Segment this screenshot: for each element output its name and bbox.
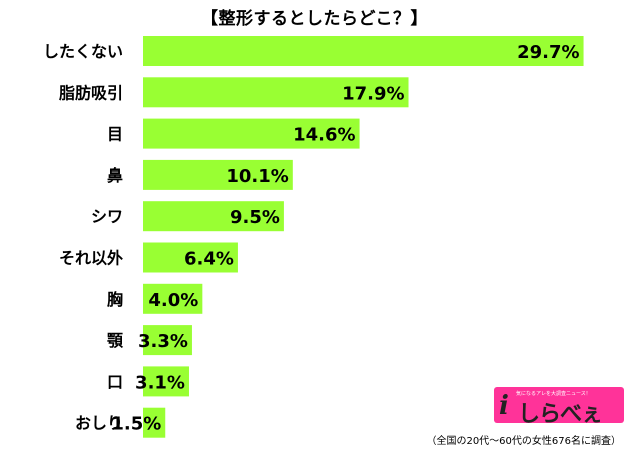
- category-label: したくない: [43, 42, 123, 61]
- value-label: 3.1%: [135, 372, 185, 393]
- category-label: 胸: [107, 290, 123, 309]
- category-label: 口: [107, 372, 123, 391]
- logo-tagline: 気になるアレを大調査ニュース！: [516, 391, 591, 397]
- category-label: 顎: [107, 331, 124, 350]
- bar-5: [143, 201, 284, 232]
- chart-title: 【整形するとしたらどこ？】: [201, 9, 428, 29]
- category-label: 鼻: [107, 166, 123, 185]
- logo-text: しらべぇ: [518, 402, 603, 423]
- value-label: 4.0%: [148, 290, 198, 311]
- value-label: 6.4%: [184, 249, 234, 270]
- category-label: おしり: [75, 414, 123, 433]
- bar-4: [143, 159, 293, 190]
- value-label: 3.3%: [138, 331, 188, 352]
- category-label: 脂肪吸引: [59, 83, 123, 102]
- bar-6: [143, 242, 238, 273]
- value-label: 1.5%: [111, 414, 161, 435]
- bar-8: [143, 325, 192, 356]
- value-label: 10.1%: [226, 166, 288, 187]
- category-label: シワ: [91, 207, 123, 226]
- bar-9: [143, 366, 189, 397]
- bar-7: [143, 283, 203, 314]
- category-label: それ以外: [59, 249, 123, 268]
- survey-note: （全国の20代～60代の女性676名に調査）: [426, 436, 621, 447]
- bar-2: [143, 77, 409, 108]
- shirabee-logo[interactable]: i 気になるアレを大調査ニュース！ しらべぇ: [494, 387, 624, 423]
- bar-1: [143, 36, 584, 66]
- value-label: 17.9%: [342, 83, 404, 104]
- logo-i-mark-icon: i: [499, 391, 509, 421]
- category-label: 目: [107, 125, 123, 144]
- bar-3: [143, 118, 360, 149]
- bar-10: [143, 407, 166, 438]
- value-label: 9.5%: [230, 207, 280, 228]
- value-label: 29.7%: [517, 42, 579, 63]
- value-label: 14.6%: [293, 125, 355, 146]
